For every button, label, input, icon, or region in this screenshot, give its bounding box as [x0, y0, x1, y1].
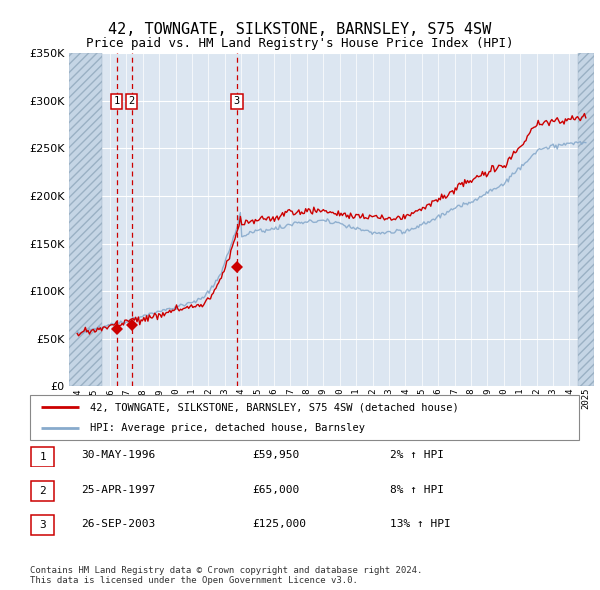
Text: 30-MAY-1996: 30-MAY-1996	[81, 451, 155, 460]
Text: 2: 2	[39, 486, 46, 496]
Text: 2% ↑ HPI: 2% ↑ HPI	[390, 451, 444, 460]
Text: 3: 3	[234, 96, 240, 106]
Text: HPI: Average price, detached house, Barnsley: HPI: Average price, detached house, Barn…	[91, 422, 365, 432]
Text: Contains HM Land Registry data © Crown copyright and database right 2024.
This d: Contains HM Land Registry data © Crown c…	[30, 566, 422, 585]
Text: 42, TOWNGATE, SILKSTONE, BARNSLEY, S75 4SW: 42, TOWNGATE, SILKSTONE, BARNSLEY, S75 4…	[109, 22, 491, 37]
Text: £65,000: £65,000	[252, 485, 299, 494]
Text: 3: 3	[39, 520, 46, 530]
Polygon shape	[578, 53, 594, 386]
Text: Price paid vs. HM Land Registry's House Price Index (HPI): Price paid vs. HM Land Registry's House …	[86, 37, 514, 50]
Text: 13% ↑ HPI: 13% ↑ HPI	[390, 519, 451, 529]
FancyBboxPatch shape	[31, 447, 55, 467]
Text: 8% ↑ HPI: 8% ↑ HPI	[390, 485, 444, 494]
FancyBboxPatch shape	[30, 395, 579, 440]
Text: 1: 1	[113, 96, 120, 106]
Text: 26-SEP-2003: 26-SEP-2003	[81, 519, 155, 529]
Text: 25-APR-1997: 25-APR-1997	[81, 485, 155, 494]
FancyBboxPatch shape	[31, 515, 55, 535]
Text: 1: 1	[39, 452, 46, 461]
Text: £59,950: £59,950	[252, 451, 299, 460]
Text: £125,000: £125,000	[252, 519, 306, 529]
Polygon shape	[69, 53, 102, 386]
Text: 42, TOWNGATE, SILKSTONE, BARNSLEY, S75 4SW (detached house): 42, TOWNGATE, SILKSTONE, BARNSLEY, S75 4…	[91, 402, 459, 412]
FancyBboxPatch shape	[31, 481, 55, 501]
Text: 2: 2	[128, 96, 134, 106]
